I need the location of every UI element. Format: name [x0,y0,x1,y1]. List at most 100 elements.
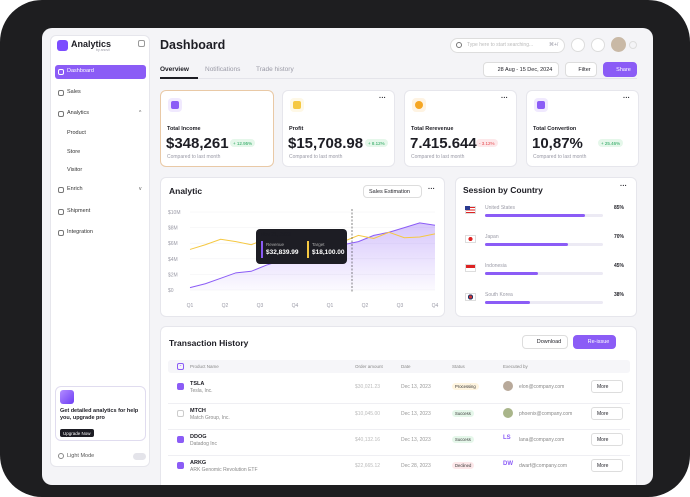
y-tick-label: $2M [168,272,178,278]
flag [465,206,476,214]
stat-value: 7.415.644 [410,135,477,152]
more-dots[interactable]: ··· [379,95,386,102]
download-button[interactable]: Download [522,335,568,349]
nav-icon [58,230,64,236]
transaction-card [160,326,637,485]
stat-note: Compared to last month [289,154,343,160]
search-placeholder: Type here to start searching... [467,42,534,48]
nav-icon [58,69,64,75]
row-divider [168,429,630,430]
toggle[interactable] [133,453,146,460]
date-range[interactable]: 28 Aug - 15 Dec, 2024 [483,62,559,77]
stat-value: 10,87% [532,135,583,152]
nav-item[interactable]: Visitor [67,167,83,173]
tab-divider [160,78,637,79]
ticker: ARKG [190,460,207,466]
country-value: 85% [614,205,625,211]
more-dots[interactable]: ··· [501,95,508,102]
nav-item[interactable]: Analytics [67,110,90,116]
ticker: DDOG [190,434,207,440]
stat-note: Compared to last month [167,154,221,160]
more-dots[interactable]: ··· [623,95,630,102]
brand-sub: by anovil [96,48,110,52]
tab[interactable]: Overview [160,66,189,73]
more-dots[interactable]: ··· [428,186,435,193]
amount: $22,665.12 [355,463,381,469]
reissue-button[interactable]: Re-issue [573,335,616,349]
status-pill: Success [452,410,474,417]
row-divider [168,403,630,404]
nav-icon [58,111,64,117]
executor-email: dwarf@company.com [519,463,568,469]
more-button[interactable]: More [591,433,623,446]
upgrade-button[interactable]: Upgrade Now [60,429,94,437]
brand: Analytics [71,39,112,49]
header-checkbox[interactable]: - [177,363,184,370]
row-checkbox[interactable] [177,462,184,469]
column-header: Executed by [503,364,528,369]
tab[interactable]: Trade history [256,66,294,73]
row-checkbox[interactable] [177,436,184,443]
bar-track [485,301,603,304]
flag [465,293,476,301]
date: Dec 13, 2023 [401,437,431,443]
y-tick-label: $8M [168,226,178,232]
nav-caret: v [139,186,142,192]
nav-item[interactable]: Store [67,149,81,155]
nav-item[interactable]: Dashboard [67,68,94,74]
x-tick-label: Q1 [187,303,194,309]
search-box[interactable] [450,38,565,53]
date: Dec 13, 2023 [401,384,431,390]
light-mode-label: Light Mode [67,453,95,459]
collapse-icon[interactable] [138,40,145,47]
share-button[interactable]: Share [603,62,637,77]
status-pill: Success [452,436,474,443]
tab[interactable]: Notifications [205,66,241,73]
tab-underline [160,77,198,79]
column-header: Order amount [355,364,383,369]
nav-active [55,65,146,79]
executor-email: phoenix@company.com [519,411,573,417]
filter-button[interactable]: Filter [565,62,597,77]
more-button[interactable]: More [591,380,623,393]
avatar[interactable] [611,37,626,52]
country-value: 38% [614,292,625,298]
row-checkbox[interactable] [177,383,184,390]
executor-initials: DW [503,461,513,467]
promo-text: Get detailed analytics for help you, upg… [60,408,139,421]
ticker: MTCH [190,408,206,414]
nav-item[interactable]: Integration [67,229,93,235]
country-bar [485,243,568,246]
amount: $40,132.16 [355,437,381,443]
y-tick-label: $6M [168,241,178,247]
executor-email: lana@company.com [519,437,565,443]
share-text: Share [616,66,631,73]
stat-change: + 12.95% [230,139,256,147]
stat-card [404,90,517,167]
row-checkbox[interactable] [177,410,184,417]
company: Tesla, Inc. [190,388,213,394]
dropdown-text: Sales Estimation [369,188,410,195]
sun-icon [58,453,64,459]
nav-item[interactable]: Shipment [67,208,91,214]
more-button[interactable]: More [591,459,623,472]
country-name: Japan [485,234,499,240]
executor-avatar [503,381,513,391]
session-title: Session by Country [463,185,543,195]
avatar-caret[interactable] [629,41,637,49]
tooltip-revenue-swatch [261,241,263,258]
nav-item[interactable]: Enrich [67,186,83,192]
notification-button[interactable] [591,38,605,52]
country-name: United States [485,205,516,211]
date: Dec 28, 2023 [401,463,431,469]
analytic-dropdown[interactable]: Sales Estimation [363,185,422,198]
column-header: Date [401,364,411,369]
help-button[interactable] [571,38,585,52]
nav-item[interactable]: Sales [67,89,81,95]
row-divider [168,455,630,456]
x-tick-label: Q3 [257,303,264,309]
nav-item[interactable]: Product [67,130,86,136]
more-dots[interactable]: ··· [620,183,627,190]
more-button[interactable]: More [591,407,623,420]
page-title: Dashboard [160,38,226,52]
